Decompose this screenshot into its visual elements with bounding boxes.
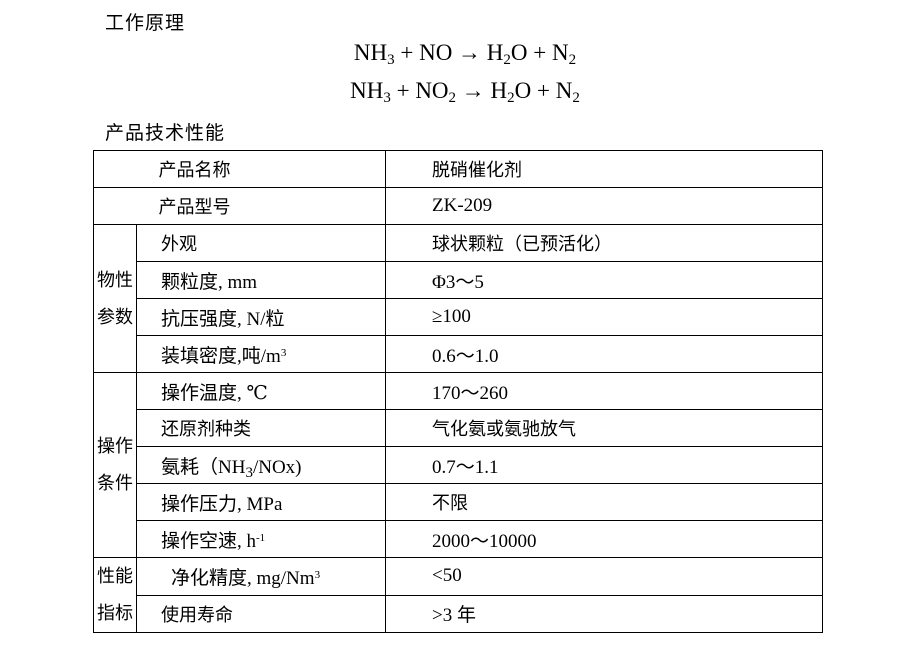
table-row: 产品名称 脱硝催化剂 [93,150,823,188]
table-row: 操作空速, h-1 2000～10000 [94,520,823,558]
table-row: 物性 参数 外观 球状颗粒（已预活化） [93,224,823,373]
row-label: 氨耗（NH3/NOx) [136,446,386,484]
row-value: <50 [385,557,823,596]
model-value: ZK-209 [385,187,823,225]
row-value: ≥100 [385,298,823,336]
row-value: 不限 [385,483,823,521]
row-value: 0.6～1.0 [385,335,823,373]
heading-performance: 产品技术性能 [105,122,226,144]
table-row: 产品型号 ZK-209 [93,187,823,225]
table-row: 抗压强度, N/粒 ≥100 [94,298,823,336]
row-label: 净化精度, mg/Nm3 [136,557,386,596]
table-row: 颗粒度, mm Φ3～5 [94,261,823,299]
row-value: 170～260 [385,372,823,410]
table-row: 性能 指标 净化精度, mg/Nm3 <50 [93,557,823,633]
row-label: 操作温度, ℃ [136,372,386,410]
row-label: 外观 [136,224,386,262]
table-row: 使用寿命 >3 年 [94,594,823,633]
row-value: Φ3～5 [385,261,823,299]
group-performance: 性能 指标 [93,557,137,633]
heading-principle: 工作原理 [105,12,186,34]
row-label: 抗压强度, N/粒 [136,298,386,336]
equation-1: NH3 + NO → H2O + N2 [353,40,577,68]
equation-2: NH3 + NO2 → H2O + N2 [350,78,580,106]
row-label: 操作压力, MPa [136,483,386,521]
table-row: 操作 条件 操作温度, ℃ 170～260 [93,372,823,558]
model-label: 产品型号 [93,187,386,225]
table-row: 氨耗（NH3/NOx) 0.7～1.1 [94,446,823,484]
table-row: 还原剂种类 气化氨或氨驰放气 [94,409,823,447]
row-label: 颗粒度, mm [136,261,386,299]
table-row: 装填密度,吨/m3 0.6～1.0 [94,335,823,373]
row-value: >3 年 [385,594,823,633]
row-label: 还原剂种类 [136,409,386,447]
row-label: 装填密度,吨/m3 [136,335,386,373]
row-value: 2000～10000 [385,520,823,558]
row-value: 0.7～1.1 [385,446,823,484]
row-label: 使用寿命 [136,594,386,633]
row-value: 球状颗粒（已预活化） [385,224,823,262]
table-row: 操作压力, MPa 不限 [94,483,823,521]
group-operating: 操作 条件 [93,372,137,558]
row-label: 操作空速, h-1 [136,520,386,558]
name-label: 产品名称 [93,150,386,188]
group-physical: 物性 参数 [93,224,137,373]
spec-table: 产品名称 脱硝催化剂 产品型号 ZK-209 物性 参数 外观 球状颗粒（已预活化） 颗粒… [93,150,823,633]
name-value: 脱硝催化剂 [385,150,823,188]
row-value: 气化氨或氨驰放气 [385,409,823,447]
